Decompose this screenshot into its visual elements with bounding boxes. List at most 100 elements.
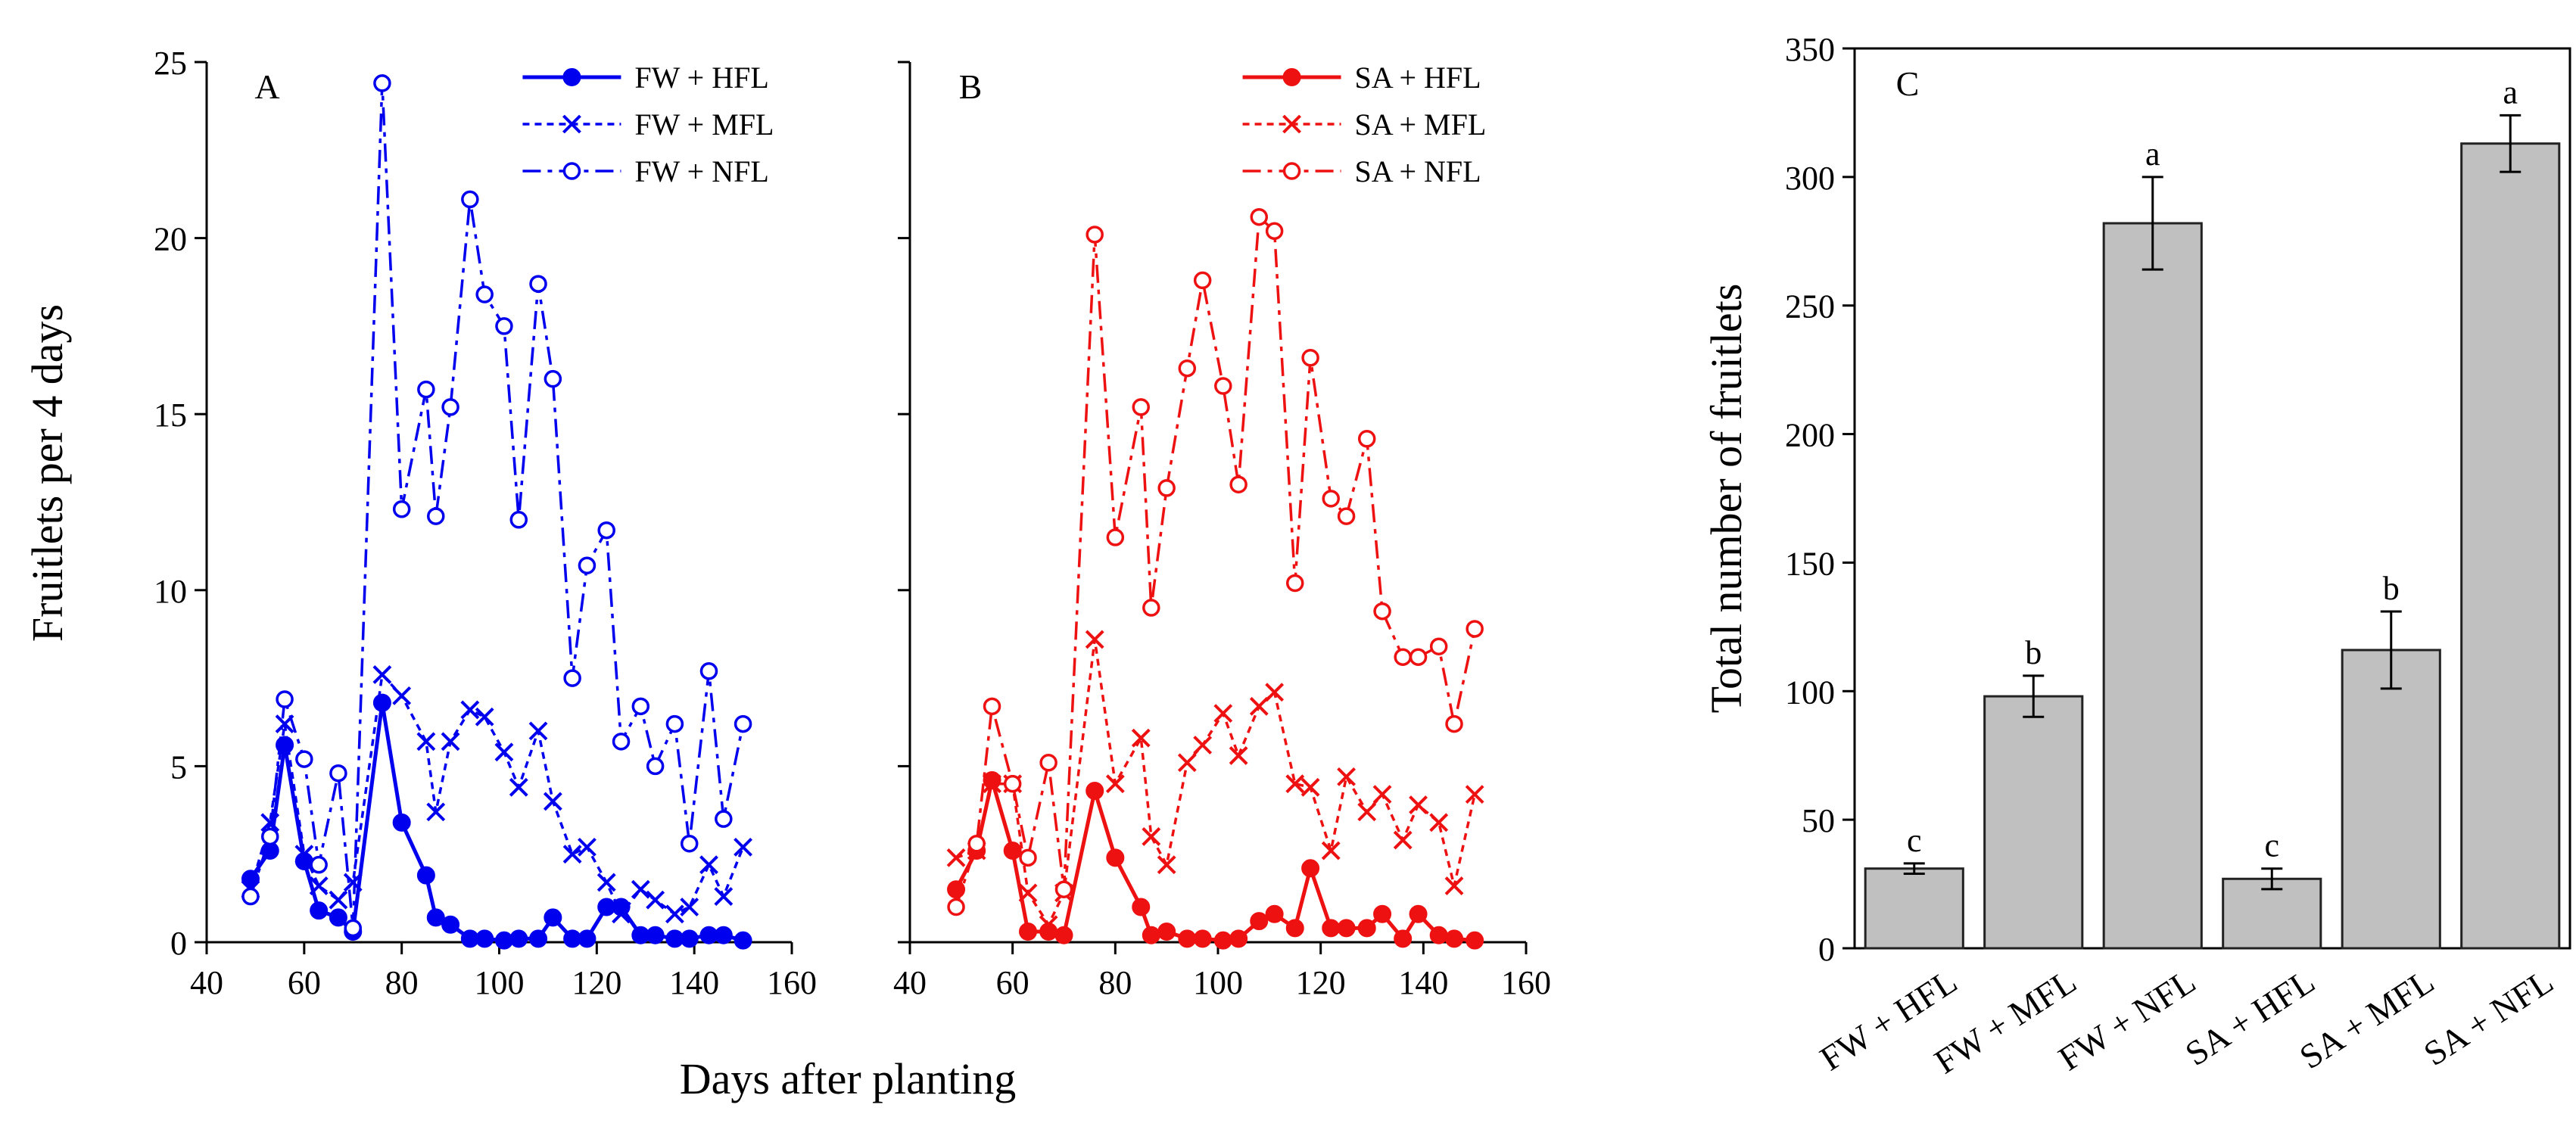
y-tick-label: 5: [170, 748, 187, 786]
data-point: [495, 317, 513, 335]
data-point: [1409, 648, 1428, 666]
data-point: [1285, 774, 1305, 794]
legend-label: FW + HFL: [634, 61, 768, 95]
data-point: [947, 898, 965, 916]
y-tick-label: 0: [170, 925, 187, 962]
data-point: [1409, 795, 1428, 814]
data-point: [665, 904, 684, 924]
data-point: [1229, 929, 1248, 948]
data-point: [260, 813, 280, 832]
x-tick-label: 160: [767, 964, 817, 1001]
data-point: [528, 721, 548, 741]
data-point: [1301, 349, 1319, 367]
data-point: [343, 873, 363, 892]
x-category-label: SA + NFL: [2417, 962, 2560, 1073]
data-point: [1265, 904, 1284, 923]
y-tick-label: 100: [1785, 674, 1835, 711]
data-point: [427, 507, 445, 525]
data-point: [544, 369, 562, 388]
data-point: [329, 908, 347, 927]
x-tick-label: 80: [385, 964, 419, 1001]
data-point: [1321, 841, 1341, 860]
data-point: [1003, 842, 1022, 860]
data-point: [1373, 602, 1391, 621]
data-point: [1105, 774, 1125, 794]
data-point: [1157, 923, 1176, 941]
data-point: [1337, 507, 1356, 525]
shared-x-axis-label: Days after planting: [680, 1054, 1017, 1103]
data-point: [1393, 830, 1413, 850]
x-tick-label: 120: [572, 964, 621, 1001]
data-point: [699, 662, 718, 680]
legend-marker: [562, 114, 581, 134]
legend-label: FW + NFL: [634, 154, 768, 188]
data-point: [1086, 226, 1104, 244]
data-point: [1106, 848, 1125, 867]
data-point: [631, 697, 650, 716]
data-point: [578, 556, 596, 574]
data-point: [475, 285, 494, 303]
data-point: [1465, 785, 1484, 804]
data-point: [529, 929, 548, 948]
shared-y-axis-label: Fruitlets per 4 days: [23, 304, 72, 642]
data-point: [1054, 926, 1073, 944]
data-point: [578, 929, 596, 948]
data-point: [1250, 912, 1269, 931]
data-point: [309, 876, 329, 895]
data-point: [461, 190, 479, 209]
data-point: [734, 837, 752, 857]
series-line-2: [955, 215, 1476, 908]
significance-letter: b: [2025, 634, 2042, 671]
data-point: [1178, 359, 1197, 378]
data-point: [310, 855, 328, 874]
data-point: [578, 837, 596, 857]
x-tick-label: 100: [475, 964, 525, 1001]
data-point: [967, 834, 986, 853]
data-point: [475, 707, 494, 727]
data-point: [646, 926, 665, 944]
data-point: [1250, 207, 1269, 226]
data-point: [1445, 714, 1463, 733]
x-category-label: SA + HFL: [2179, 962, 2322, 1073]
panel-label: B: [959, 67, 983, 106]
y-tick-label: 25: [154, 45, 187, 82]
significance-letter: a: [2145, 135, 2160, 173]
data-point: [631, 879, 650, 899]
data-point: [646, 890, 665, 910]
panel-c: 0 50 100 150 200 250 300 350 Total number of fru…: [1702, 31, 2571, 1081]
data-point: [344, 919, 362, 938]
data-point: [1085, 630, 1104, 649]
data-point: [1466, 620, 1484, 638]
data-point: [563, 669, 581, 687]
data-point: [1142, 599, 1160, 617]
y-tick-label: 10: [154, 573, 187, 610]
data-point: [1039, 753, 1057, 772]
x-category-label: SA + MFL: [2293, 962, 2441, 1077]
bar: [1983, 695, 2084, 950]
data-point: [946, 848, 966, 867]
series-line-1: [955, 638, 1476, 926]
significance-letter: a: [2503, 73, 2518, 110]
data-point: [1429, 926, 1448, 944]
bar: [1864, 867, 1964, 950]
data-point: [1229, 475, 1248, 493]
data-point: [426, 802, 446, 822]
data-point: [1445, 929, 1464, 948]
y-tick-label: 350: [1785, 31, 1835, 68]
data-point: [612, 904, 631, 924]
legend-marker: [1282, 68, 1301, 86]
y-tick-label: 50: [1802, 802, 1835, 839]
data-point: [1193, 736, 1213, 755]
data-point: [1285, 919, 1304, 938]
y-tick-label: 20: [154, 221, 187, 258]
data-point: [329, 764, 347, 783]
data-point: [1429, 637, 1448, 655]
data-point: [543, 792, 562, 811]
data-point: [1086, 781, 1104, 800]
data-point: [597, 521, 615, 540]
x-tick-label: 140: [669, 964, 719, 1001]
data-point: [1019, 848, 1037, 867]
data-point: [1373, 904, 1392, 923]
data-point: [699, 855, 718, 875]
data-point: [1193, 271, 1212, 290]
